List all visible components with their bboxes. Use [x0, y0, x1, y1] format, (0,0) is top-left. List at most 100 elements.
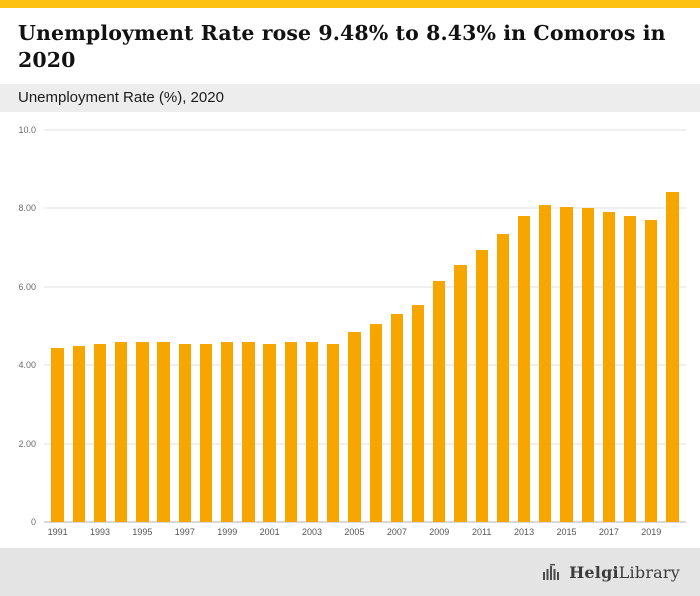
bar-2019 — [645, 220, 658, 522]
y-tick-label: 8.00 — [18, 203, 36, 214]
gridline — [44, 443, 686, 445]
bar-2011 — [475, 249, 488, 522]
x-tick-label-2005: 2005 — [344, 527, 365, 537]
bar-2008 — [411, 304, 425, 522]
chart: 0 2.00 4.00 6.00 8.00 10.0 1991 1993 1995 1997 19… — [0, 112, 700, 548]
bar-slot-1996 — [153, 130, 174, 522]
plot-area: 1991 1993 1995 1997 1999 2001 2003 2005 2007 2009… — [44, 129, 686, 537]
logo-text-light: Library — [618, 562, 680, 582]
y-tick-label: 6.00 — [18, 281, 36, 292]
x-tick-label-1995: 1995 — [132, 527, 153, 537]
gridline — [44, 286, 686, 288]
x-tick-label-2011: 2011 — [471, 527, 492, 537]
bar-2014 — [539, 204, 552, 522]
gridline — [44, 129, 686, 131]
x-tick-label-2017: 2017 — [598, 527, 619, 537]
bar-slot-1991: 1991 — [47, 130, 68, 537]
x-axis-line — [44, 521, 686, 523]
bar-slot-2014 — [535, 130, 556, 522]
bar-slot-2019: 2019 — [641, 130, 662, 537]
bar-1993 — [93, 343, 107, 522]
x-tick-label-1993: 1993 — [89, 527, 111, 537]
bar-2000 — [242, 341, 255, 522]
bar-slot-2000 — [238, 130, 259, 522]
bar-2005 — [348, 331, 361, 522]
x-tick-label-2019: 2019 — [641, 527, 662, 537]
bar-2001 — [263, 343, 276, 522]
bar-slot-1994 — [111, 130, 132, 522]
y-tick-label: 4.00 — [18, 360, 36, 371]
bar-slot-2009: 2009 — [429, 130, 450, 537]
bar-slot-2017: 2017 — [598, 130, 619, 537]
bar-2017 — [602, 212, 616, 522]
bar-2012 — [496, 233, 510, 522]
bar-slot-2011: 2011 — [471, 130, 492, 537]
bar-2003 — [305, 341, 319, 522]
bar-1994 — [115, 341, 128, 522]
x-tick-label-2015: 2015 — [556, 527, 577, 537]
bar-2015 — [560, 206, 573, 522]
bar-slot-2016 — [577, 130, 598, 522]
bar-slot-2002 — [280, 130, 301, 522]
bar-slot-1999: 1999 — [217, 130, 238, 537]
x-tick-label-2003: 2003 — [302, 527, 323, 537]
bar-slot-2005: 2005 — [344, 130, 365, 537]
x-tick-label-2013: 2013 — [514, 527, 535, 537]
bar-1992 — [72, 345, 85, 522]
y-axis: 0 2.00 4.00 6.00 8.00 10.0 — [6, 125, 44, 527]
x-tick-label-1997: 1997 — [174, 527, 195, 537]
bar-1991 — [51, 347, 64, 522]
footer: HelgiLibrary — [0, 548, 700, 596]
y-tick-label: 0 — [30, 517, 36, 527]
bar-2020 — [666, 191, 679, 522]
bar-2004 — [327, 343, 340, 522]
bar-2013 — [517, 216, 531, 522]
bar-slot-2012 — [492, 130, 513, 522]
bar-1996 — [157, 341, 170, 522]
y-tick-label: 2.00 — [18, 438, 36, 449]
chart-title: Unemployment Rate rose 9.48% to 8.43% in… — [18, 21, 666, 73]
bar-2016 — [581, 208, 594, 522]
gridline — [44, 207, 686, 209]
bar-slot-2001: 2001 — [259, 130, 280, 537]
bar-slot-2015: 2015 — [556, 130, 577, 537]
y-tick-label: 10.0 — [18, 125, 36, 136]
bar-slot-1997: 1997 — [174, 130, 195, 537]
helgi-library-logo-icon — [542, 564, 562, 580]
bar-slot-1992 — [68, 130, 89, 522]
logo-text-bold: Helgi — [569, 562, 619, 582]
bar-2006 — [369, 324, 382, 522]
bar-1997 — [178, 343, 191, 522]
bar-slot-2013: 2013 — [513, 130, 534, 537]
top-accent-strip — [0, 0, 700, 8]
bar-1999 — [221, 341, 234, 522]
x-tick-label-1991: 1991 — [47, 527, 68, 537]
bar-1995 — [136, 341, 149, 522]
bar-slot-1998 — [195, 130, 216, 522]
bar-slot-2018 — [619, 130, 640, 522]
bar-slot-2010 — [450, 130, 471, 522]
bar-2007 — [390, 314, 403, 522]
bar-slot-2020 — [662, 130, 683, 522]
bar-2002 — [284, 341, 297, 522]
bar-2010 — [454, 265, 467, 522]
bar-slot-1993: 1993 — [89, 130, 110, 537]
bar-slot-2003: 2003 — [301, 130, 322, 537]
x-tick-label-1999: 1999 — [217, 527, 238, 537]
bar-series: 1991 1993 1995 1997 1999 2001 2003 2005 2007 2009… — [44, 130, 686, 537]
bar-slot-2007: 2007 — [386, 130, 407, 537]
chart-subtitle: Unemployment Rate (%), 2020 — [0, 84, 700, 113]
bar-slot-1995: 1995 — [132, 130, 153, 537]
bar-1998 — [199, 343, 213, 522]
bar-slot-2008 — [407, 130, 428, 522]
x-tick-label-2009: 2009 — [429, 527, 450, 537]
bar-slot-2006 — [365, 130, 386, 522]
x-tick-label-2007: 2007 — [386, 527, 407, 537]
helgi-library-logo-text: HelgiLibrary — [569, 563, 680, 582]
gridline — [44, 364, 686, 366]
header: Unemployment Rate rose 9.48% to 8.43% in… — [0, 8, 700, 85]
bar-2018 — [623, 216, 637, 522]
bar-2009 — [433, 280, 446, 522]
x-tick-label-2001: 2001 — [259, 527, 280, 537]
